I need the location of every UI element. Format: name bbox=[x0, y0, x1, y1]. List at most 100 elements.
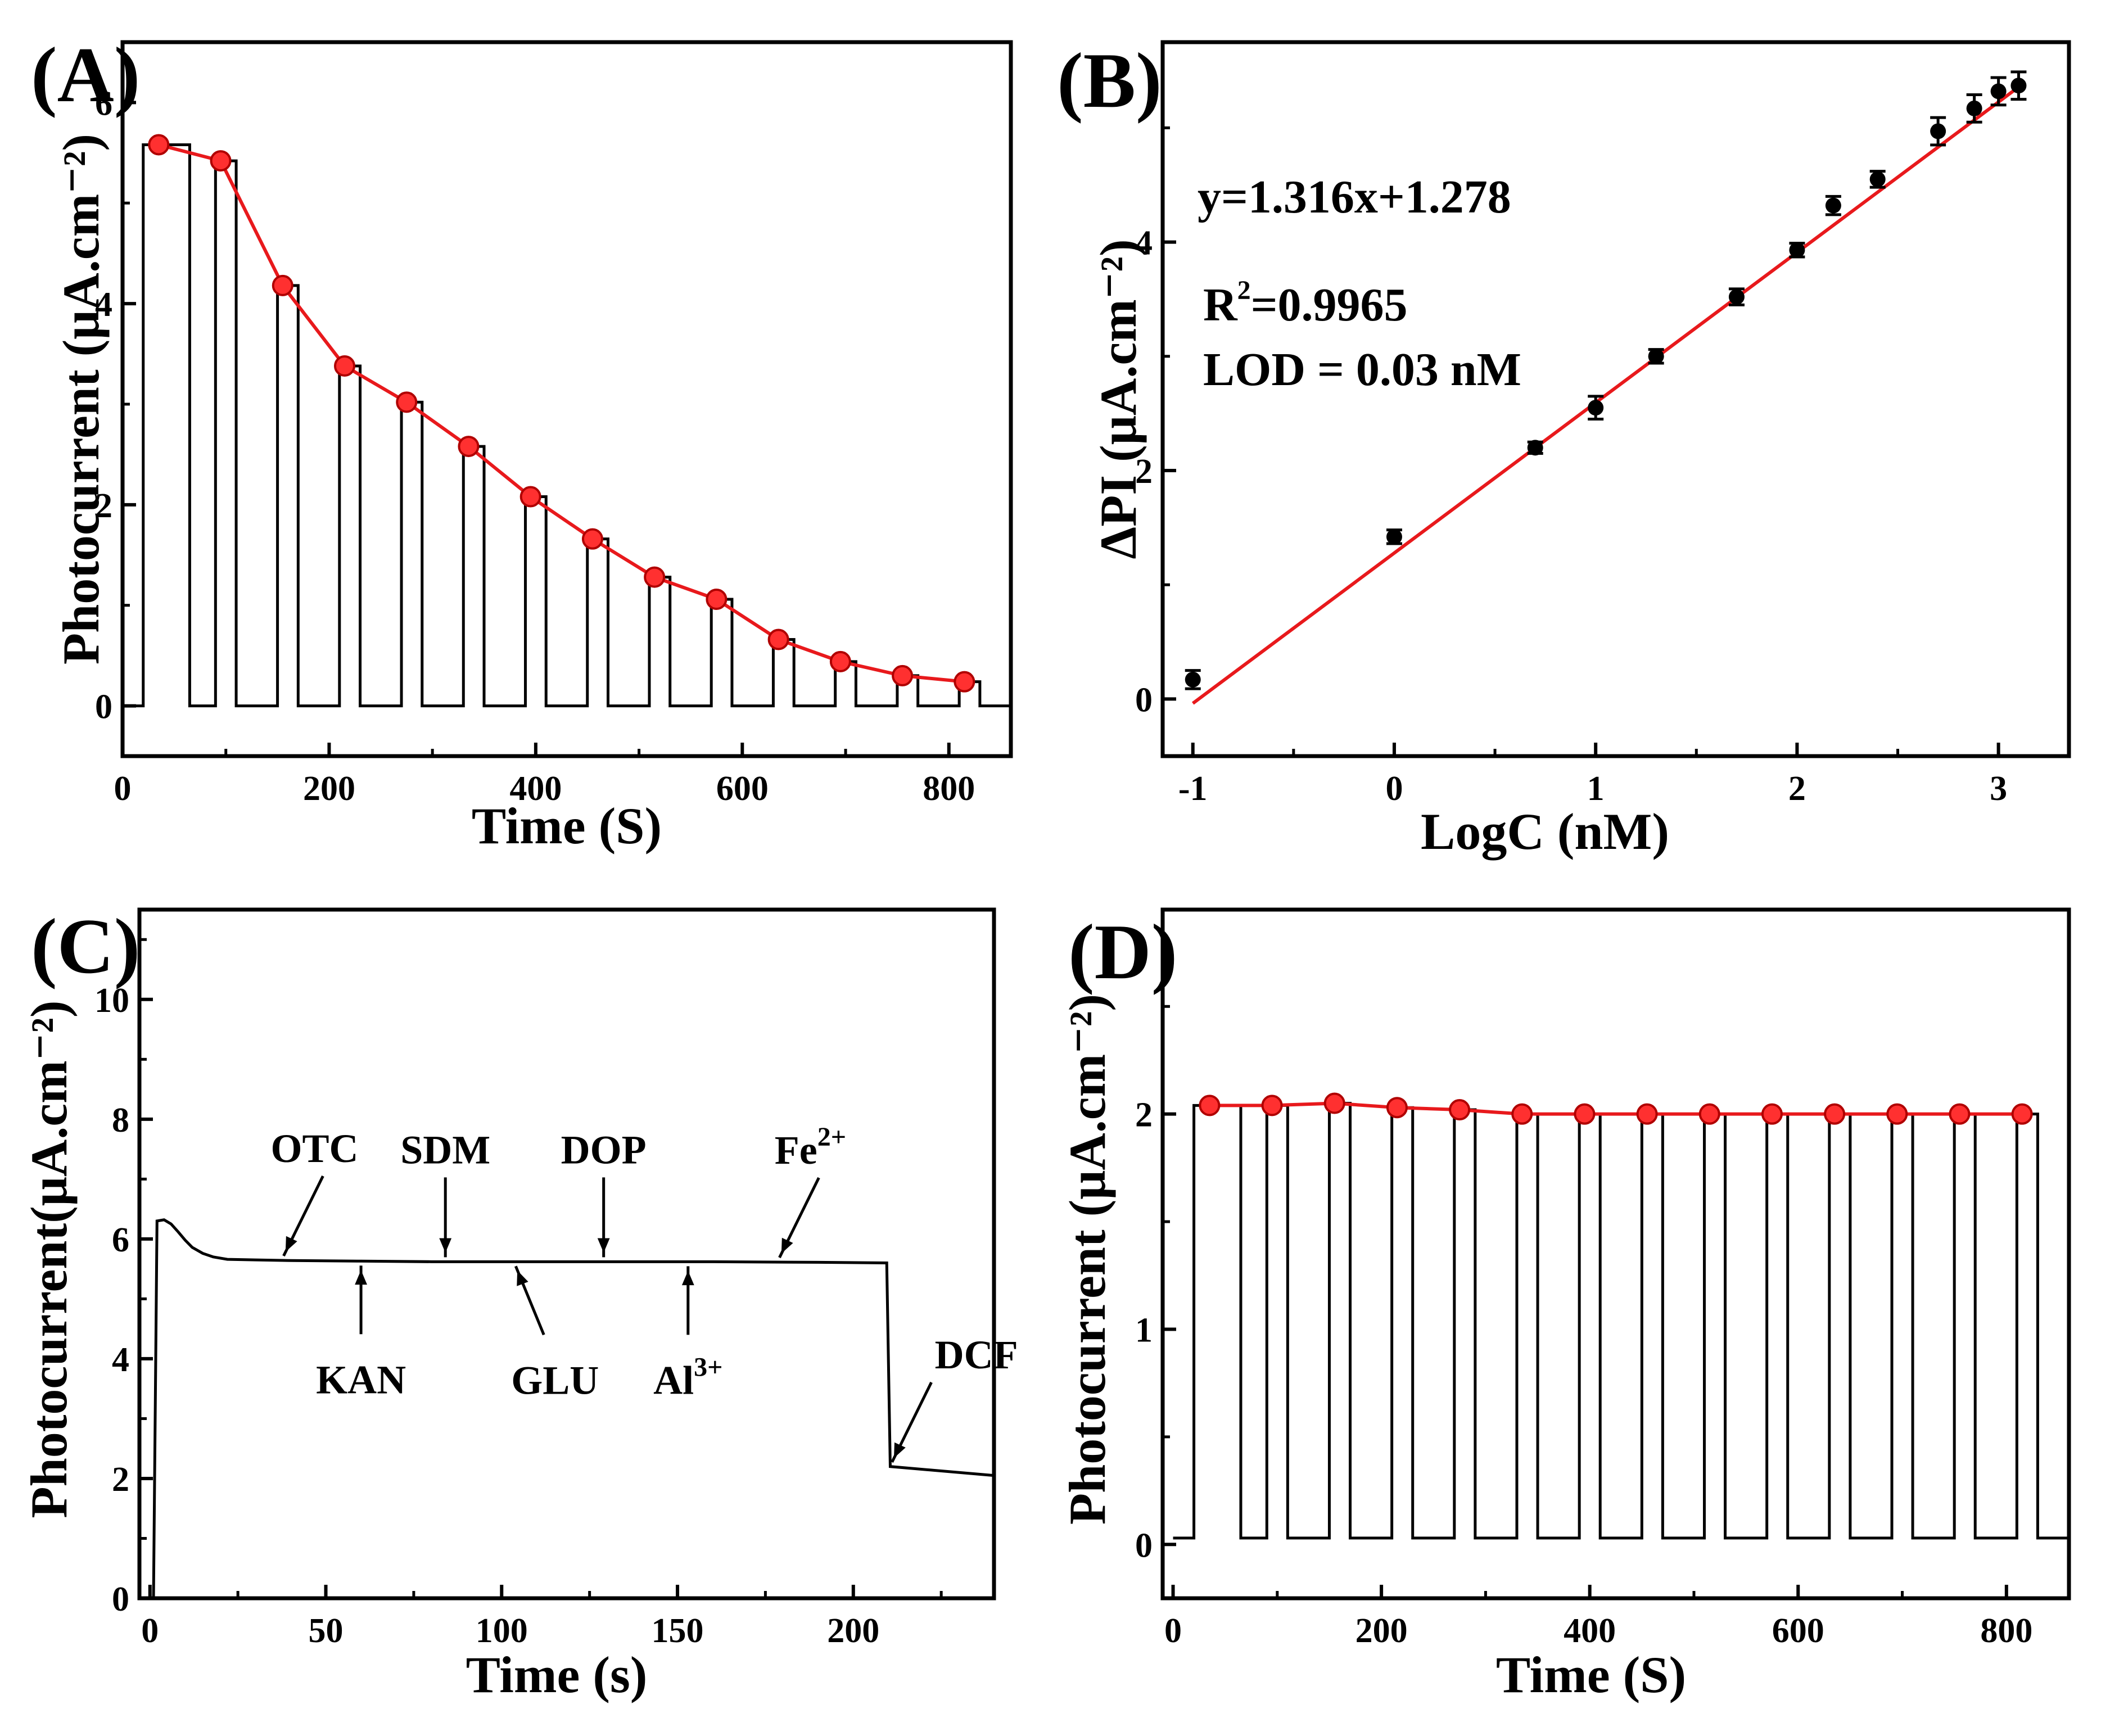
panel-a-peak-point bbox=[458, 436, 480, 458]
panel-d-xtick-label: 400 bbox=[1564, 1612, 1616, 1650]
panel-a-xtick-label: 800 bbox=[923, 770, 975, 808]
panel-c-xtick-label: 200 bbox=[827, 1612, 879, 1650]
panel-d-label: (D) bbox=[1068, 908, 1177, 996]
panel-c-arrowhead bbox=[893, 1442, 906, 1458]
panel-c-ytick-label: 0 bbox=[112, 1580, 129, 1619]
panel-d-peak-point bbox=[2011, 1103, 2033, 1125]
panel-d-peak-point bbox=[1636, 1103, 1658, 1125]
panel-c-ytick-label: 10 bbox=[94, 982, 129, 1020]
panel-d-ytick-label: 2 bbox=[1135, 1096, 1153, 1134]
panel-d-ylabel: Photocurrent (μA.cm⁻²) bbox=[1059, 994, 1116, 1525]
panel-b-xtick-label: 1 bbox=[1587, 770, 1605, 808]
panel-c-interferent-label: KAN bbox=[316, 1357, 406, 1402]
panel-c-interferent-name: Al bbox=[653, 1358, 694, 1403]
panel-a-peak-point bbox=[334, 355, 355, 377]
panel-b-plot: -1 0 1 2 3 0 2 4 bbox=[1135, 70, 2027, 808]
panel-d-peak-point bbox=[1261, 1095, 1283, 1116]
panel-a-peak-point bbox=[272, 274, 293, 296]
panel-c-xlabel: Time (s) bbox=[466, 1646, 648, 1703]
panel-c-interferent-name: KAN bbox=[316, 1357, 406, 1402]
panel-d-peak-point bbox=[1574, 1103, 1596, 1125]
panel-b-xtick-label: -1 bbox=[1178, 770, 1208, 808]
panel-a-peak-line bbox=[158, 143, 965, 684]
panel-c-interferent-label: Fe2+ bbox=[775, 1122, 846, 1173]
panel-d-peak-point bbox=[1698, 1103, 1720, 1125]
panel-b-xlabel: LogC (nM) bbox=[1421, 803, 1669, 860]
panel-b-point bbox=[1527, 440, 1543, 456]
panel-d-frame bbox=[1160, 907, 2071, 1601]
panel-c-arrowhead bbox=[781, 1237, 793, 1254]
panel-b-point bbox=[2010, 78, 2027, 94]
panel-a-xtick-label: 600 bbox=[716, 770, 769, 808]
panel-b-xtick-label: 3 bbox=[1990, 770, 2007, 808]
panel-c-interferent-label: SDM bbox=[400, 1127, 490, 1172]
panel-b-point bbox=[1386, 528, 1402, 545]
panel-b-frame bbox=[1160, 40, 2071, 758]
panel-a-ylabel: Photocurrent (μA.cm⁻²) bbox=[52, 134, 110, 664]
panel-b-fit-line bbox=[1191, 85, 2020, 705]
panel-b-point bbox=[1930, 123, 1946, 139]
panel-a-xtick-label: 400 bbox=[509, 770, 562, 808]
panel-d-peak-point bbox=[1511, 1103, 1533, 1125]
panel-b-xtick-label: 2 bbox=[1788, 770, 1806, 808]
panel-c-arrowhead bbox=[681, 1271, 694, 1286]
panel-a-ytick-label: 4 bbox=[95, 286, 112, 324]
panel-c-ytick-label: 6 bbox=[112, 1221, 129, 1259]
panel-c-interferent-name: DOP bbox=[561, 1127, 647, 1172]
panel-a-xtick-label: 0 bbox=[114, 770, 132, 808]
panel-a-xtick-label: 200 bbox=[303, 770, 355, 808]
panel-d-peak-point bbox=[1886, 1103, 1908, 1125]
panel-c-trace bbox=[150, 1218, 995, 1600]
panel-c-xtick-label: 0 bbox=[141, 1612, 159, 1650]
panel-c-interferent-label: Al3+ bbox=[653, 1352, 722, 1403]
panel-a-peak-point bbox=[706, 588, 728, 610]
panel-b-r2-exp: 2 bbox=[1237, 275, 1251, 305]
panel-b-r2-value: =0.9965 bbox=[1251, 279, 1408, 331]
panel-c-interferent-charge: 3+ bbox=[694, 1352, 722, 1382]
panel-b-point bbox=[1185, 671, 1201, 688]
panel-d-peak-point bbox=[1824, 1103, 1846, 1125]
panel-d-plot: 0 200 400 600 800 0 1 2 bbox=[1135, 1005, 2069, 1650]
panel-c-interferent-label: OTC bbox=[270, 1126, 358, 1171]
panel-b-point bbox=[1789, 242, 1805, 258]
panel-a-peak-point bbox=[954, 671, 975, 693]
panel-c-arrowhead bbox=[439, 1238, 452, 1253]
panel-b-ytick-label: 2 bbox=[1135, 453, 1153, 491]
panel-a-peak-point bbox=[581, 528, 603, 550]
panel-d-peak-point bbox=[1949, 1103, 1971, 1125]
panel-d-pulse-trace bbox=[1173, 1102, 2069, 1540]
panel-b-point bbox=[1648, 348, 1664, 364]
panel-b-label: (B) bbox=[1057, 37, 1162, 124]
panel-d-xtick-label: 800 bbox=[1980, 1612, 2032, 1650]
panel-b-point bbox=[1588, 400, 1604, 416]
panel-c-xtick-label: 100 bbox=[476, 1612, 528, 1650]
panel-d-xtick-label: 600 bbox=[1772, 1612, 1824, 1650]
panel-c-interferent-name: Fe bbox=[775, 1128, 817, 1173]
panel-a-xlabel: Time (S) bbox=[472, 797, 662, 855]
panel-d-peak-point bbox=[1449, 1099, 1471, 1121]
panel-a-ytick-label: 0 bbox=[95, 688, 112, 726]
panel-c-xtick-label: 150 bbox=[652, 1612, 704, 1650]
panel-c-ylabel: Photocurrent(μA.cm⁻²) bbox=[20, 1000, 78, 1518]
panel-d-ytick-label: 1 bbox=[1135, 1311, 1153, 1349]
panel-c-ytick-label: 8 bbox=[112, 1101, 129, 1140]
panel-b-lod: LOD = 0.03 nM bbox=[1203, 343, 1521, 396]
panel-a-ytick-label: 2 bbox=[95, 487, 112, 525]
panel-a-frame bbox=[120, 40, 1013, 758]
panel-c-arrowhead bbox=[355, 1270, 367, 1285]
panel-b-point bbox=[1825, 197, 1841, 214]
panel-c-arrowhead bbox=[517, 1270, 528, 1286]
panel-a-peak-point bbox=[644, 566, 666, 588]
panel-a-ytick-label: 6 bbox=[95, 84, 112, 123]
panel-c-arrowhead bbox=[285, 1236, 297, 1252]
panel-b-equation: y=1.316x+1.278 bbox=[1198, 171, 1511, 223]
panel-a-peak-point bbox=[210, 150, 232, 172]
panel-a-peak-point bbox=[892, 664, 914, 686]
panel-c-interferent-label: DOP bbox=[561, 1127, 647, 1172]
panel-d-peak-point bbox=[1199, 1095, 1221, 1116]
panel-d-peak-point bbox=[1761, 1103, 1783, 1125]
panel-c-arrowhead bbox=[597, 1238, 610, 1253]
